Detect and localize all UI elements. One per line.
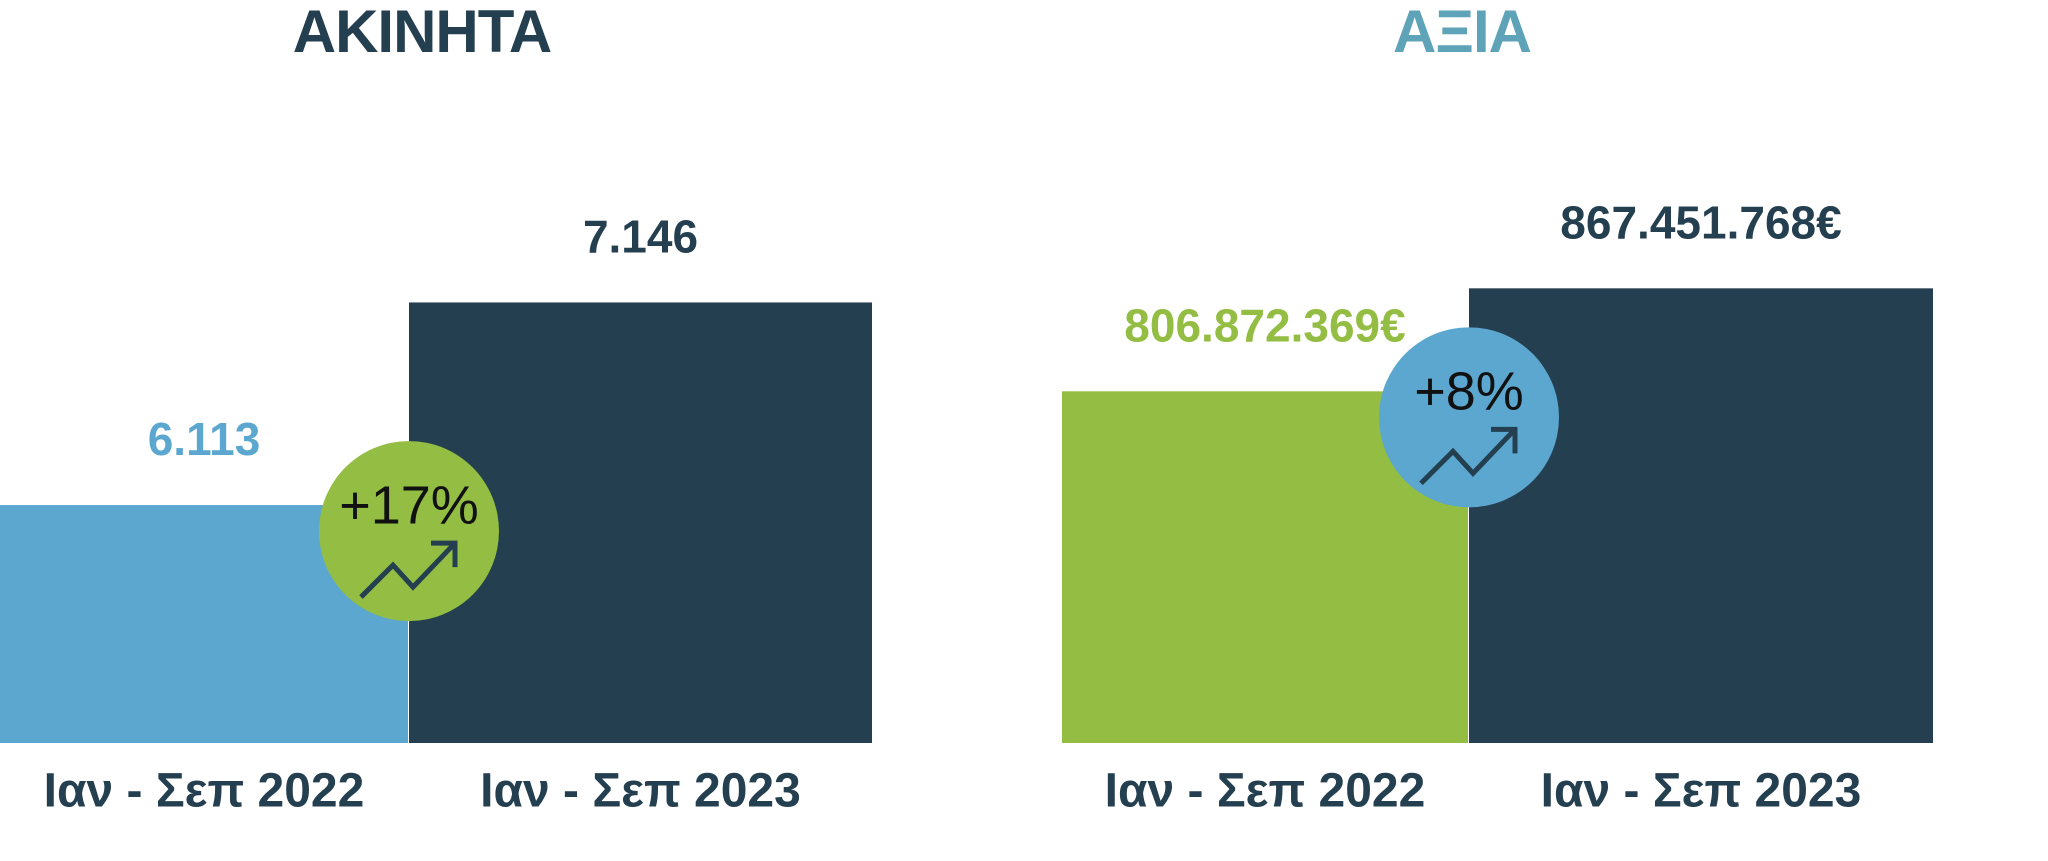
change-badge: +8% xyxy=(1379,327,1559,508)
category-label: Ιαν - Σεπ 2022 xyxy=(44,765,365,818)
badge-text: +8% xyxy=(1414,362,1524,422)
category-label: Ιαν - Σεπ 2022 xyxy=(1105,765,1426,818)
badge-circle xyxy=(319,441,499,622)
trend-icon xyxy=(359,541,457,599)
change-badge: +17% xyxy=(319,441,499,622)
trend-icon xyxy=(1419,427,1517,486)
badge-text: +17% xyxy=(339,475,479,535)
value-label: 7.146 xyxy=(583,211,698,263)
trend-arrowhead xyxy=(1491,426,1518,454)
chart-title: ΑΚΙΝΗΤΑ xyxy=(293,0,552,65)
category-label: Ιαν - Σεπ 2023 xyxy=(480,765,801,818)
value-label: 806.872.369€ xyxy=(1124,299,1405,351)
bar xyxy=(1469,288,1933,743)
trend-arrowhead xyxy=(431,540,458,568)
category-label: Ιαν - Σεπ 2023 xyxy=(1541,765,1862,818)
badge-circle xyxy=(1379,327,1559,508)
value-label: 867.451.768€ xyxy=(1560,196,1841,248)
chart-title: ΑΞΙΑ xyxy=(1393,0,1531,65)
value-label: 6.113 xyxy=(148,413,261,465)
